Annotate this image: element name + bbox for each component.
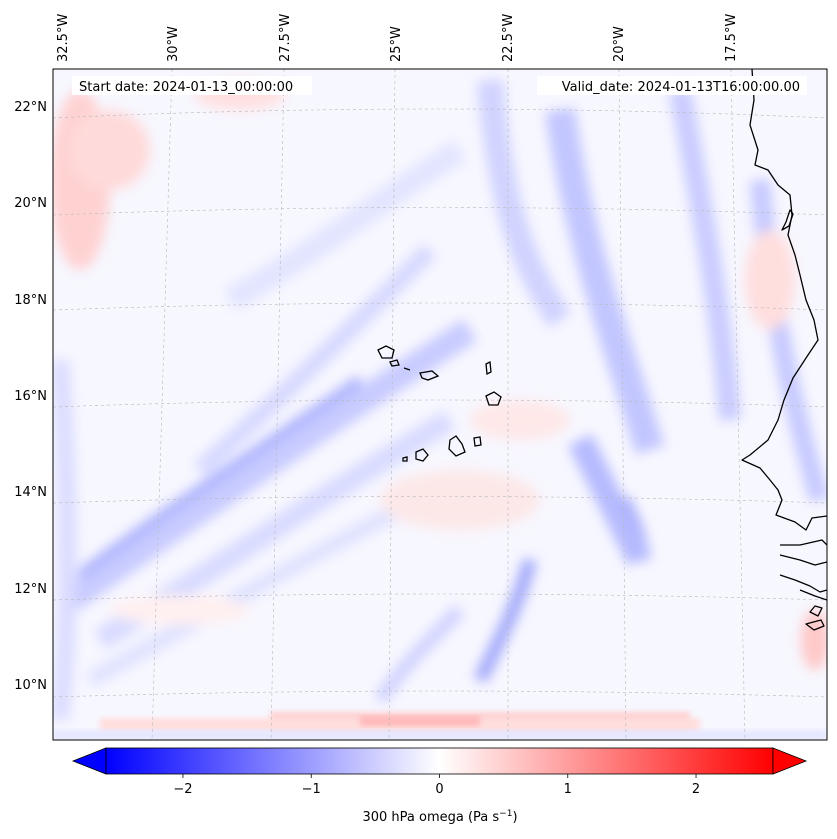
lat-label: 16°N: [14, 389, 47, 404]
lon-label: 25°W: [389, 26, 404, 62]
lat-label: 14°N: [14, 485, 47, 500]
lon-label: 20°W: [612, 26, 627, 62]
colorbar-tick-label: 2: [692, 782, 700, 797]
cabo-verde-islands: [377, 345, 502, 462]
colorbar-tick-label: −2: [173, 782, 192, 797]
lon-label: 17.5°W: [724, 14, 739, 62]
lon-label: 30°W: [166, 26, 181, 62]
gridlines: [53, 69, 827, 740]
colorbar: −2 −1 0 1 2 300 hPa omega (Pa s−1): [71, 747, 808, 825]
lat-label: 20°N: [14, 196, 47, 211]
colorbar-title-text: 300 hPa omega (Pa s: [362, 810, 499, 825]
lat-label: 12°N: [14, 582, 47, 597]
colorbar-extend-min: [71, 747, 107, 775]
omega-field: [53, 69, 827, 740]
lat-label: 18°N: [14, 293, 47, 308]
valid-date-label: Valid_date: 2024-01-13T16:00:00.00: [562, 80, 800, 95]
colorbar-ticks: −2 −1 0 1 2: [173, 774, 700, 797]
lon-label: 32.5°W: [56, 14, 71, 62]
colorbar-title-close: ): [512, 810, 517, 825]
colorbar-tick-label: 1: [564, 782, 572, 797]
lon-label: 27.5°W: [278, 14, 293, 62]
lon-label: 22.5°W: [501, 14, 516, 62]
date-annotations: Start date: 2024-01-13_00:00:00 Valid_da…: [72, 76, 807, 95]
colorbar-body: [105, 747, 774, 775]
colorbar-tick-label: 0: [435, 782, 443, 797]
start-date-label: Start date: 2024-01-13_00:00:00: [79, 80, 293, 95]
colorbar-title-exponent: −1: [499, 809, 512, 819]
colorbar-tick-label: −1: [302, 782, 321, 797]
coastlines: [741, 69, 827, 631]
colorbar-title: 300 hPa omega (Pa s−1): [362, 809, 517, 825]
lat-label: 10°N: [14, 678, 47, 693]
colorbar-extend-max: [772, 747, 808, 775]
plot-frame: [52, 68, 828, 741]
african-coastline: [741, 69, 827, 531]
lat-label: 22°N: [14, 100, 47, 115]
latitude-labels: 22°N 20°N 18°N 16°N 14°N 12°N 10°N: [14, 100, 47, 693]
longitude-labels: 32.5°W 30°W 27.5°W 25°W 22.5°W 20°W 17.5…: [56, 14, 739, 62]
